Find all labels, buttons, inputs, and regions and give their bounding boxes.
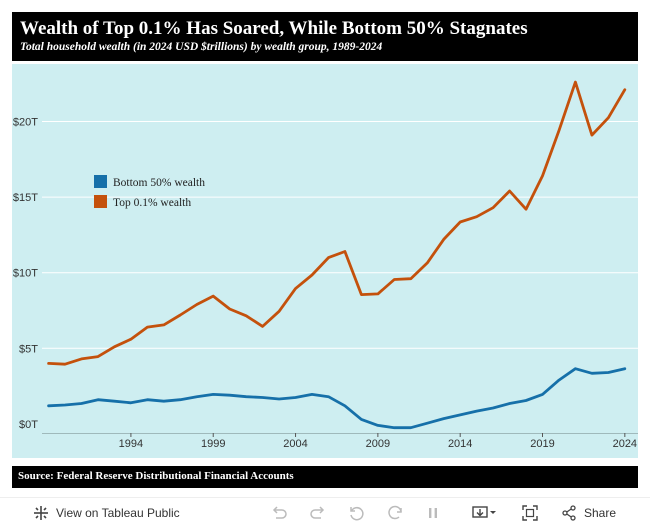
share-label: Share (584, 506, 617, 520)
pause-button[interactable] (425, 498, 441, 528)
axes: $0T $5T $10T $15T $20T 1994 1999 2004 2009 2014 20… (13, 116, 638, 450)
share-icon (562, 505, 576, 521)
tableau-toolbar: View on Tableau Public Share (0, 497, 650, 527)
y-tick-label: $10T (13, 268, 38, 280)
redo-icon (310, 506, 325, 519)
undo-button[interactable] (270, 498, 288, 528)
download-button[interactable] (472, 498, 498, 528)
x-tick-label: 2014 (448, 438, 472, 450)
gridlines (42, 120, 638, 349)
legend-label: Top 0.1% wealth (113, 197, 191, 209)
chart-subtitle: Total household wealth (in 2024 USD $tri… (20, 41, 383, 53)
series-line-bottom-50 (47, 367, 627, 430)
y-tick-label: $20T (13, 116, 38, 128)
legend-label: Bottom 50% wealth (113, 177, 205, 189)
redo-button[interactable] (309, 498, 327, 528)
view-on-tableau-public-label: View on Tableau Public (56, 506, 180, 520)
legend-swatch (94, 195, 107, 208)
refresh-icon (388, 505, 402, 520)
source-note: Source: Federal Reserve Distributional F… (12, 466, 638, 488)
tableau-logo-icon (34, 506, 48, 520)
fullscreen-button[interactable] (522, 498, 538, 528)
series-lines (47, 80, 627, 430)
y-tick-label: $5T (19, 343, 38, 355)
series-line-top-0-1 (47, 80, 627, 366)
chart-title: Wealth of Top 0.1% Has Soared, While Bot… (20, 18, 528, 39)
legend-swatch (94, 175, 107, 188)
fullscreen-icon (522, 505, 538, 521)
y-tick-label: $15T (13, 192, 38, 204)
x-tick-label: 2009 (366, 438, 390, 450)
legend: Bottom 50% wealth Top 0.1% wealth (94, 175, 205, 209)
line-chart: $0T $5T $10T $15T $20T 1994 1999 2004 2009 2014 20… (12, 64, 638, 458)
x-tick-label: 1999 (201, 438, 225, 450)
title-bar: Wealth of Top 0.1% Has Soared, While Bot… (12, 12, 638, 61)
x-tick-label: 1994 (119, 438, 143, 450)
x-tick-label: 2019 (530, 438, 554, 450)
revert-button[interactable] (347, 498, 365, 528)
pause-icon (429, 508, 437, 518)
refresh-button[interactable] (387, 498, 405, 528)
x-tick-label: 2004 (283, 438, 307, 450)
undo-icon (272, 506, 287, 519)
revert-icon (350, 506, 364, 521)
view-on-tableau-public-link[interactable]: View on Tableau Public (33, 498, 180, 528)
download-icon (472, 506, 496, 518)
share-button[interactable]: Share (561, 498, 616, 528)
y-tick-label: $0T (19, 419, 38, 431)
x-tick-label: 2024 (613, 438, 637, 450)
